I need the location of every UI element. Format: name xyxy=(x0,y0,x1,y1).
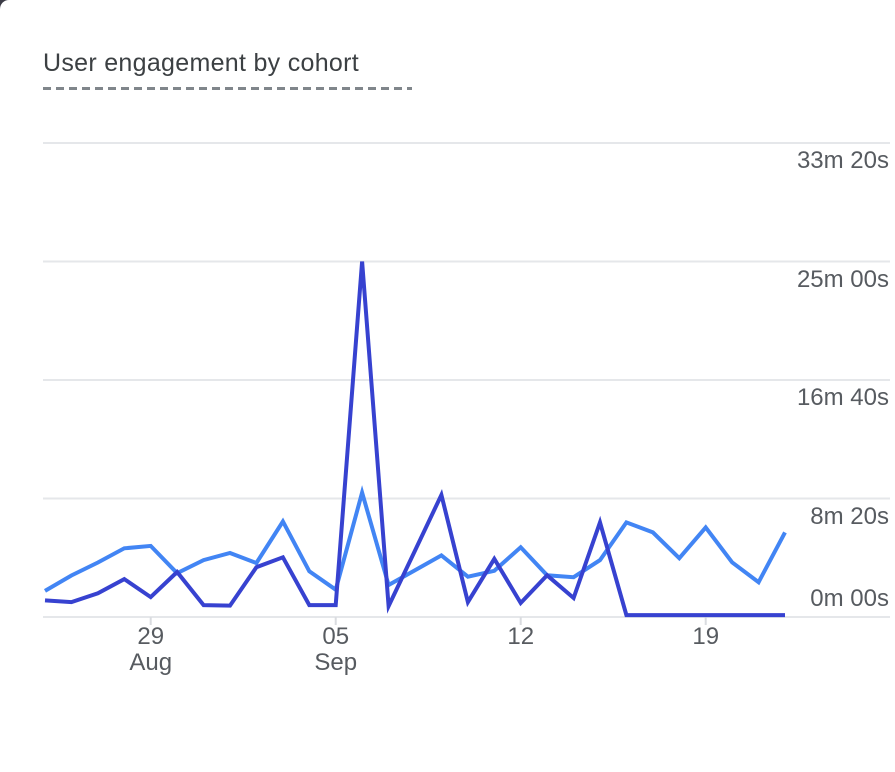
card-corner-artifact xyxy=(0,0,9,9)
y-axis-label: 33m 20s xyxy=(796,147,889,174)
x-axis-label: 05 Sep xyxy=(266,624,406,676)
y-axis-label: 16m 40s xyxy=(796,384,889,411)
x-axis-label: 12 xyxy=(451,624,591,650)
x-axis-label-month: Sep xyxy=(314,649,358,676)
x-axis-label: 19 xyxy=(636,624,776,650)
series-line-cohort-a-light-blue[interactable] xyxy=(43,485,787,593)
x-axis-label: 29 Aug xyxy=(81,624,221,676)
x-axis-label-day: 05 xyxy=(322,623,350,650)
x-axis-label-day: 19 xyxy=(692,623,720,650)
y-axis-label: 8m 20s xyxy=(810,502,889,530)
y-axis-label: 25m 00s xyxy=(796,265,889,293)
x-axis-label-month: Aug xyxy=(129,649,173,676)
title-dashed-underline xyxy=(43,87,412,90)
y-axis-label: 0m 00s xyxy=(810,585,889,612)
x-axis-label-day: 29 xyxy=(137,623,165,650)
chart-title[interactable]: User engagement by cohort xyxy=(43,49,360,77)
x-axis-label-day: 12 xyxy=(507,623,535,650)
series-line-cohort-b-dark-blue[interactable] xyxy=(44,261,785,618)
